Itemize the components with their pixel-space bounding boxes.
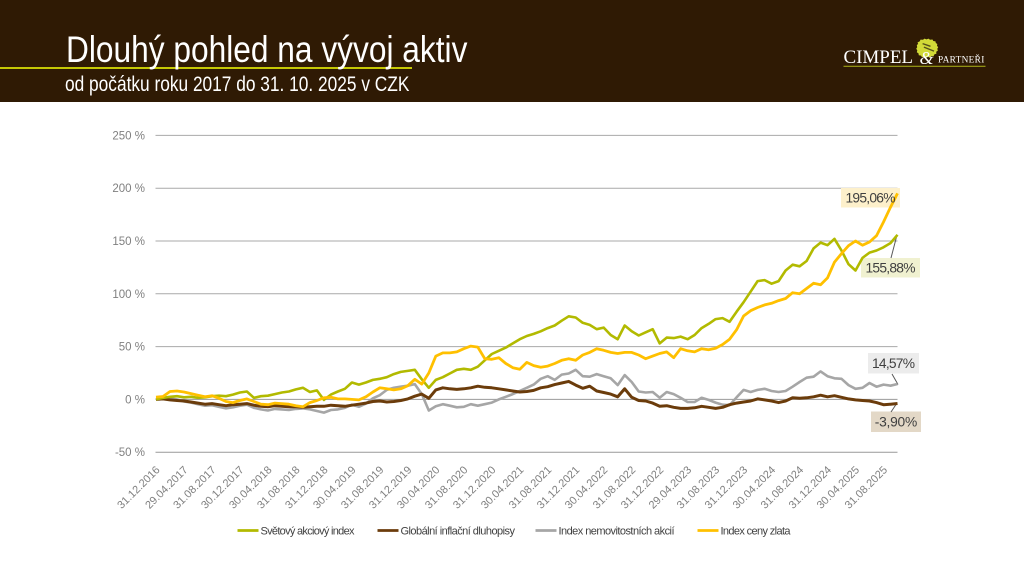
svg-text:Index ceny zlata: Index ceny zlata	[721, 526, 792, 538]
svg-text:Světový akciový index: Světový akciový index	[261, 526, 356, 538]
svg-text:250 %: 250 %	[112, 130, 145, 142]
svg-text:14,57%: 14,57%	[872, 356, 915, 371]
svg-text:-50 %: -50 %	[115, 447, 145, 459]
svg-text:155,88%: 155,88%	[866, 260, 916, 275]
svg-text:Index nemovitostních akcií: Index nemovitostních akcií	[559, 526, 675, 538]
svg-text:200 %: 200 %	[112, 183, 145, 195]
svg-text:Globální inflační dluhopisy: Globální inflační dluhopisy	[401, 526, 516, 538]
svg-text:50 %: 50 %	[119, 342, 145, 354]
svg-text:195,06%: 195,06%	[846, 190, 896, 205]
svg-text:PARTNEŘI: PARTNEŘI	[938, 53, 985, 65]
svg-text:&: &	[920, 48, 934, 68]
svg-text:0 %: 0 %	[125, 394, 145, 406]
svg-text:100 %: 100 %	[112, 289, 145, 301]
svg-text:-3,90%: -3,90%	[875, 414, 918, 429]
svg-text:CIMPEL: CIMPEL	[844, 47, 914, 68]
svg-text:150 %: 150 %	[112, 236, 145, 248]
